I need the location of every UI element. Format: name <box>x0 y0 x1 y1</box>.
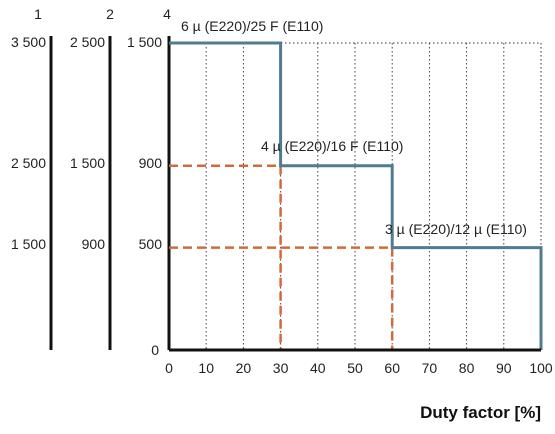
axis-name-1: 1 <box>34 6 42 22</box>
scale2-label-low: 900 <box>82 236 106 252</box>
x-tick-label-10: 10 <box>198 360 214 376</box>
axis-name-4: 4 <box>163 6 171 22</box>
scale4-label-mid: 900 <box>139 155 163 171</box>
scale1-label-top: 3 500 <box>11 34 46 50</box>
x-tick-label-30: 30 <box>273 360 289 376</box>
x-tick-label-100: 100 <box>529 360 553 376</box>
step-series-line <box>169 41 543 350</box>
step-label-3: 3 µ (E220)/12 µ (E110) <box>385 221 527 237</box>
scale2-label-mid: 1 500 <box>70 155 105 171</box>
scale4-label-zero: 0 <box>151 342 159 358</box>
x-tick-label-0: 0 <box>165 360 173 376</box>
x-tick-label-40: 40 <box>310 360 326 376</box>
x-tick-label-70: 70 <box>422 360 438 376</box>
x-tick-label-20: 20 <box>236 360 252 376</box>
scale1-label-mid: 2 500 <box>11 155 46 171</box>
x-tick-label-60: 60 <box>384 360 400 376</box>
scale1-label-low: 1 500 <box>11 236 46 252</box>
scale4-label-low: 500 <box>139 236 163 252</box>
scale2-label-top: 2 500 <box>70 34 105 50</box>
scale4-label-top: 1 500 <box>127 34 162 50</box>
x-tick-label-50: 50 <box>347 360 363 376</box>
x-tick-label-90: 90 <box>496 360 512 376</box>
x-tick-label-80: 80 <box>459 360 475 376</box>
x-axis-title: Duty factor [%] <box>420 403 541 422</box>
step-label-1: 6 µ (E220)/25 F (E110) <box>181 18 323 34</box>
axis-name-2: 2 <box>106 6 114 22</box>
step-label-2: 4 µ (E220)/16 F (E110) <box>261 138 403 154</box>
